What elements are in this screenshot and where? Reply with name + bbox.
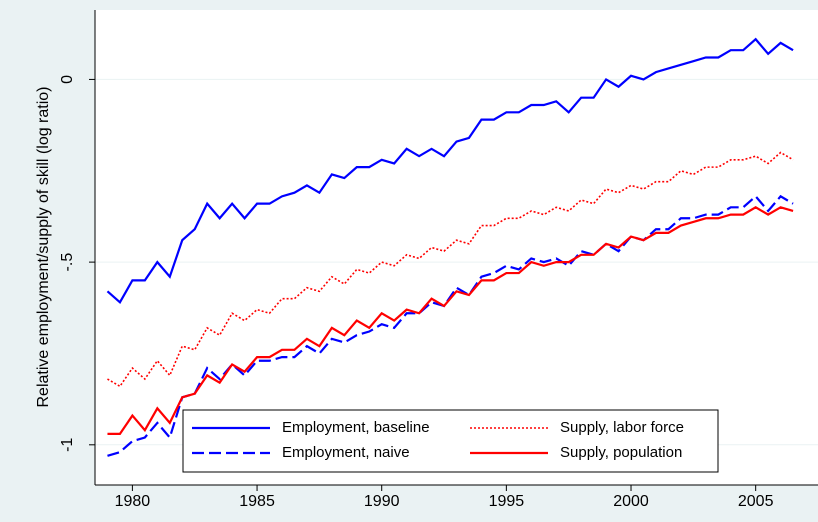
series-line — [107, 194, 794, 457]
x-tick-label: 1985 — [239, 493, 275, 510]
series-line — [107, 206, 794, 435]
legend-label: Supply, population — [560, 444, 682, 461]
legend-box — [182, 409, 719, 473]
y-tick-label: -.5 — [59, 253, 76, 272]
x-tick-label: 2005 — [738, 493, 774, 510]
legend-label: Employment, baseline — [282, 419, 430, 436]
x-tick-label: 2000 — [613, 493, 649, 510]
legend-label: Employment, naive — [282, 444, 410, 461]
x-tick-label: 1995 — [489, 493, 525, 510]
x-tick-label: 1980 — [115, 493, 151, 510]
y-tick-label: 0 — [59, 75, 76, 84]
y-axis-title: Relative employment/supply of skill (log… — [35, 86, 52, 407]
y-tick-label: -1 — [59, 438, 76, 452]
x-tick-label: 1990 — [364, 493, 400, 510]
legend-label: Supply, labor force — [560, 419, 684, 436]
series-line — [106, 37, 794, 305]
plot-area — [95, 10, 818, 485]
series-line — [107, 151, 794, 388]
